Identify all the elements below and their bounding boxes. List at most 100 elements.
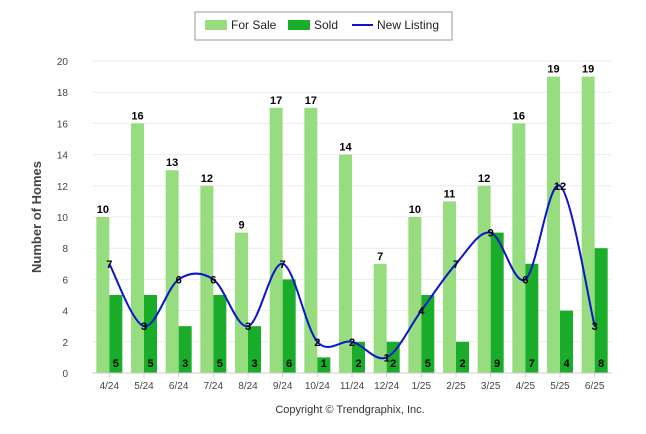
bar-sold <box>248 326 261 373</box>
y-axis-title: Number of Homes <box>29 161 44 273</box>
label-new-listing: 2 <box>349 337 355 349</box>
legend-swatch-sold <box>288 20 310 30</box>
label-sold: 5 <box>217 358 223 370</box>
y-tick-label: 14 <box>57 151 69 162</box>
label-sold: 8 <box>598 358 604 370</box>
bar-for-sale <box>165 170 179 373</box>
label-new-listing: 6 <box>522 274 528 286</box>
label-sold: 2 <box>355 358 361 370</box>
label-sold: 5 <box>113 358 119 370</box>
x-tick-label: 12/24 <box>374 381 399 392</box>
label-sold: 2 <box>390 358 396 370</box>
line-new-listing <box>108 184 596 360</box>
label-new-listing: 7 <box>106 259 112 271</box>
label-sold: 1 <box>321 358 327 370</box>
bar-sold <box>421 295 435 373</box>
label-new-listing: 6 <box>210 274 216 286</box>
bar-sold <box>560 310 573 373</box>
y-tick-label: 6 <box>62 275 68 286</box>
y-tick-label: 10 <box>57 213 69 224</box>
x-tick-label: 7/24 <box>204 381 224 392</box>
bar-for-sale <box>443 201 456 373</box>
y-tick-label: 4 <box>62 307 68 318</box>
label-sold: 4 <box>563 358 570 370</box>
bar-for-sale <box>547 76 560 373</box>
label-for-sale: 12 <box>478 173 490 185</box>
label-sold: 7 <box>529 358 535 370</box>
label-for-sale: 7 <box>377 251 383 263</box>
bar-for-sale <box>512 123 526 374</box>
x-tick-label: 1/25 <box>412 381 432 392</box>
new-listing-line <box>108 184 596 360</box>
bar-sold <box>525 263 539 373</box>
label-for-sale: 13 <box>166 157 178 169</box>
x-tick-label: 4/25 <box>516 381 536 392</box>
x-tick-label: 8/24 <box>238 381 258 392</box>
bar-for-sale <box>581 76 595 373</box>
bar-sold <box>282 279 296 373</box>
legend-box <box>194 11 453 41</box>
bars <box>96 76 608 374</box>
label-for-sale: 17 <box>270 95 282 107</box>
bar-sold <box>109 295 123 373</box>
label-new-listing: 12 <box>554 181 566 193</box>
label-sold: 9 <box>494 358 500 370</box>
label-sold: 2 <box>459 358 465 370</box>
bar-for-sale <box>408 217 422 373</box>
label-for-sale: 17 <box>305 95 317 107</box>
x-axis-ticks: 4/24 5/24 6/24 7/24 8/24 9/24 10/24 11/24 12/24 1… <box>100 373 605 392</box>
label-new-listing: 3 <box>141 321 147 333</box>
copyright-text: Copyright © Trendgraphix, Inc. <box>275 404 424 416</box>
legend: For Sale Sold New Listing <box>194 11 453 41</box>
bar-sold <box>317 357 331 373</box>
label-sold: 6 <box>286 358 292 370</box>
x-tick-label: 4/24 <box>100 381 120 392</box>
x-tick-label: 11/24 <box>340 381 365 392</box>
x-tick-label: 3/25 <box>481 381 501 392</box>
bar-for-sale <box>269 107 283 374</box>
label-new-listing: 6 <box>176 274 182 286</box>
bar-sold <box>456 341 469 373</box>
legend-swatch-for-sale <box>205 20 227 30</box>
label-for-sale: 12 <box>201 173 213 185</box>
label-sold: 5 <box>147 358 153 370</box>
legend-label-new-listing: New Listing <box>377 18 439 32</box>
y-tick-label: 20 <box>57 57 69 68</box>
y-tick-label: 16 <box>57 119 69 130</box>
label-for-sale: 19 <box>582 64 594 76</box>
bar-sold <box>144 295 157 373</box>
x-tick-label: 6/24 <box>169 381 189 392</box>
label-new-listing: 4 <box>418 306 425 318</box>
x-tick-label: 5/25 <box>550 381 570 392</box>
label-for-sale: 11 <box>444 188 456 200</box>
label-sold: 3 <box>182 358 188 370</box>
x-tick-label: 9/24 <box>273 381 293 392</box>
y-axis-ticks: 0 2 4 6 8 10 12 14 16 18 20 <box>57 57 69 380</box>
bar-sold <box>213 295 227 373</box>
label-for-sale: 14 <box>339 142 352 154</box>
label-new-listing: 9 <box>488 228 494 240</box>
x-tick-label: 10/24 <box>305 381 330 392</box>
bar-sold <box>178 326 192 373</box>
y-tick-label: 0 <box>62 369 68 380</box>
x-tick-label: 2/25 <box>446 381 466 392</box>
label-new-listing: 1 <box>384 352 390 364</box>
label-for-sale: 10 <box>97 204 109 216</box>
bar-for-sale <box>96 217 110 373</box>
y-tick-label: 2 <box>62 338 68 349</box>
label-sold: 3 <box>251 358 257 370</box>
label-for-sale: 16 <box>131 110 143 122</box>
bar-for-sale <box>477 185 491 373</box>
label-new-listing: 3 <box>245 321 251 333</box>
label-new-listing: 2 <box>314 337 320 349</box>
bar-for-sale <box>131 123 144 374</box>
bar-for-sale <box>304 107 318 374</box>
y-tick-label: 12 <box>57 182 69 193</box>
legend-label-sold: Sold <box>314 18 338 32</box>
legend-label-for-sale: For Sale <box>231 18 277 32</box>
bar-for-sale <box>373 263 387 373</box>
bar-sold <box>594 248 608 373</box>
label-for-sale: 10 <box>409 204 421 216</box>
